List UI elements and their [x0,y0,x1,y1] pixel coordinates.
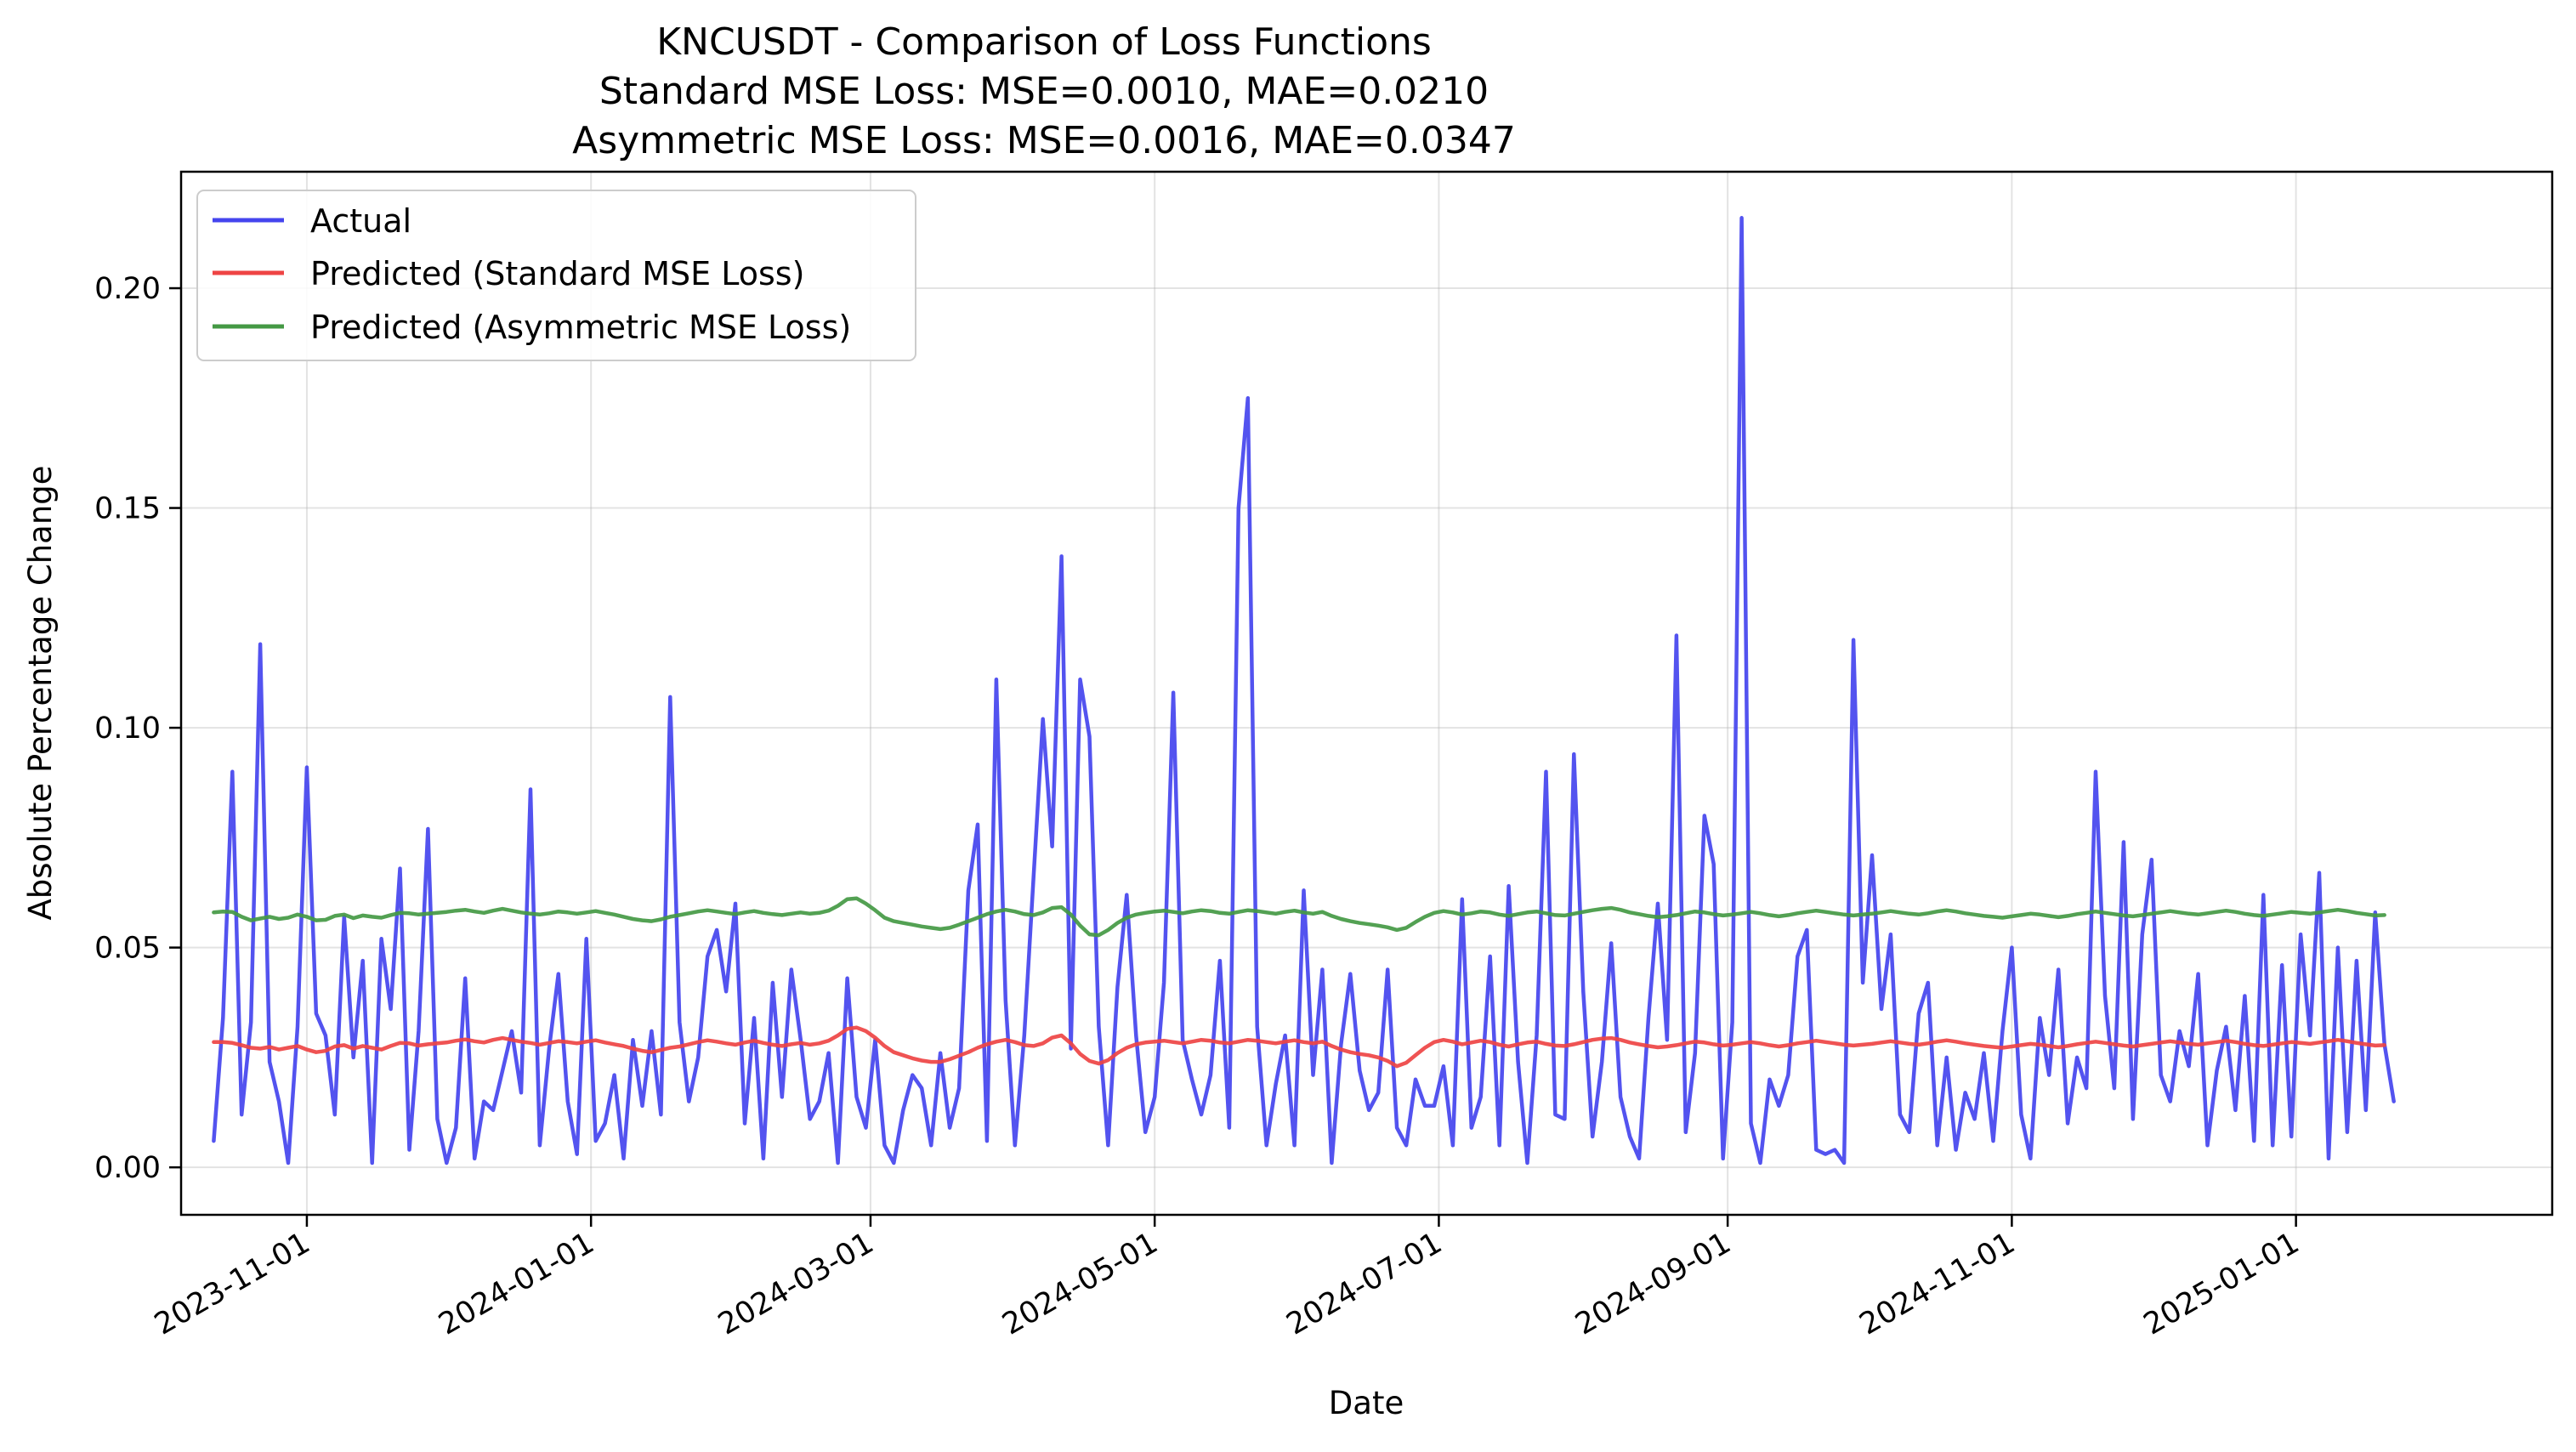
chart-title-line-2: Standard MSE Loss: MSE=0.0010, MAE=0.021… [599,70,1489,113]
x-axis-label: Date [1329,1385,1404,1421]
legend-label-actual: Actual [310,202,411,240]
chart-title-line-3: Asymmetric MSE Loss: MSE=0.0016, MAE=0.0… [572,119,1516,162]
y-tick-label: 0.05 [94,932,161,966]
legend-label-asymmetric: Predicted (Asymmetric MSE Loss) [310,309,851,346]
legend: Actual Predicted (Standard MSE Loss) Pre… [196,190,916,361]
legend-label-standard: Predicted (Standard MSE Loss) [310,255,804,292]
y-tick-label: 0.20 [94,272,161,306]
series-line-actual [212,216,2396,1166]
y-tick-label: 0.10 [94,712,161,746]
series-line-standard-mse [212,1025,2386,1069]
plot-frame [179,170,2554,1217]
y-tick-label: 0.00 [94,1151,161,1185]
y-axis-label: Absolute Percentage Change [22,465,59,920]
legend-box [196,190,916,361]
chart-title-line-1: KNCUSDT - Comparison of Loss Functions [656,20,1432,64]
plot-area [212,216,2396,1166]
series-line-asymmetric-mse [212,896,2386,938]
y-tick-label: 0.15 [94,492,161,526]
